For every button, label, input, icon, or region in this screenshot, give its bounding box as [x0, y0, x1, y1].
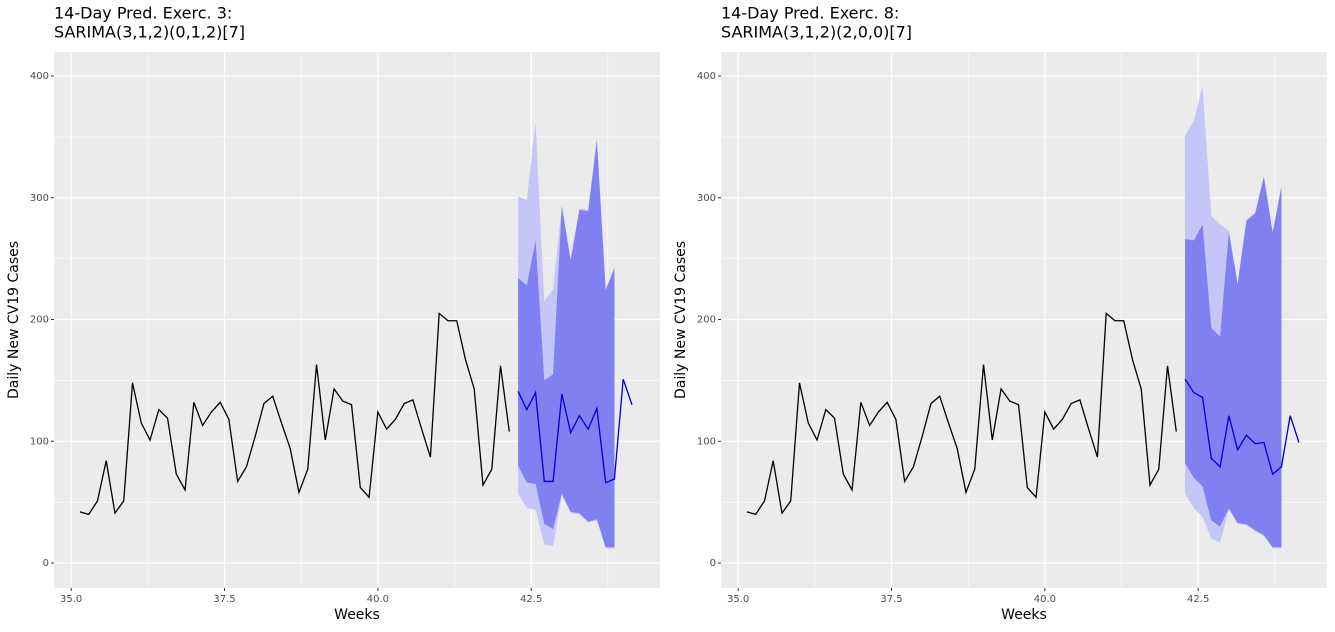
y-tick-label: 400 — [30, 71, 49, 82]
x-axis-label: Weeks — [334, 607, 380, 623]
interval-band — [1185, 177, 1282, 548]
series-line — [517, 378, 633, 484]
y-tick-label: 100 — [697, 436, 716, 447]
y-tick-label: 0 — [710, 558, 716, 569]
series-line — [746, 312, 1177, 516]
y-tick-label: 200 — [30, 315, 49, 326]
chart-title: 14-Day Pred. Exerc. 8: — [721, 4, 899, 23]
x-tick-label: 40.0 — [367, 594, 389, 605]
x-tick-label: 40.0 — [1034, 594, 1056, 605]
x-tick-label: 42.5 — [520, 594, 542, 605]
y-tick-label: 100 — [30, 436, 49, 447]
x-tick-label: 37.5 — [213, 594, 235, 605]
x-tick-label: 37.5 — [880, 594, 902, 605]
x-tick-label: 35.0 — [727, 594, 749, 605]
y-tick-label: 300 — [697, 193, 716, 204]
series-line — [79, 312, 510, 516]
y-axis-label: Daily New CV19 Cases — [6, 241, 22, 399]
chart: 14-Day Pred. Exerc. 3:SARIMA(3,1,2)(0,1,… — [6, 4, 660, 623]
y-tick-label: 400 — [697, 71, 716, 82]
interval-band — [518, 140, 615, 548]
y-tick-label: 300 — [30, 193, 49, 204]
chart-title: SARIMA(3,1,2)(2,0,0)[7] — [721, 23, 912, 42]
x-axis-label: Weeks — [1001, 607, 1047, 623]
chart-title: SARIMA(3,1,2)(0,1,2)[7] — [54, 23, 245, 42]
y-tick-label: 0 — [43, 558, 49, 569]
x-tick-label: 35.0 — [60, 594, 82, 605]
series-line — [1184, 378, 1300, 476]
x-tick-label: 42.5 — [1187, 594, 1209, 605]
chart-title: 14-Day Pred. Exerc. 3: — [54, 4, 232, 23]
chart: 14-Day Pred. Exerc. 8:SARIMA(3,1,2)(2,0,… — [673, 4, 1327, 623]
y-tick-label: 200 — [697, 315, 716, 326]
y-axis-label: Daily New CV19 Cases — [673, 241, 689, 399]
